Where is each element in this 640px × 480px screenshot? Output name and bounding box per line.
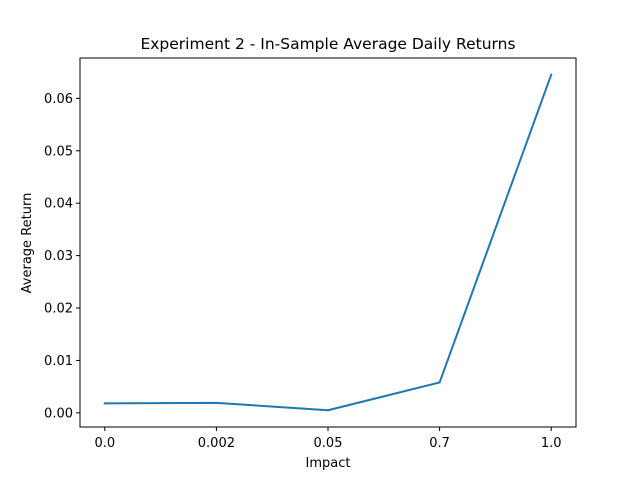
y-tick-label: 0.05 bbox=[44, 144, 73, 159]
data-point bbox=[103, 402, 106, 405]
data-point bbox=[550, 73, 553, 76]
y-axis: 0.00 0.01 0.02 0.03 0.04 0.05 0.06 bbox=[44, 92, 80, 421]
y-tick-label: 0.06 bbox=[44, 92, 73, 107]
data-point bbox=[215, 401, 218, 404]
x-tick-label: 0.0 bbox=[94, 436, 115, 451]
data-point bbox=[438, 381, 441, 384]
y-axis-title: Average Return bbox=[20, 193, 35, 294]
y-tick-label: 0.01 bbox=[44, 354, 73, 369]
y-tick-label: 0.00 bbox=[44, 406, 73, 421]
y-tick-label: 0.04 bbox=[44, 197, 73, 212]
y-tick-label: 0.02 bbox=[44, 302, 73, 317]
chart-title: Experiment 2 - In-Sample Average Daily R… bbox=[140, 35, 515, 53]
x-tick-label: 0.7 bbox=[429, 436, 450, 451]
series-layer bbox=[103, 73, 553, 412]
x-tick-label: 0.002 bbox=[198, 436, 235, 451]
x-tick-label: 1.0 bbox=[541, 436, 562, 451]
x-tick-label: 0.05 bbox=[314, 436, 343, 451]
x-axis: 0.0 0.002 0.05 0.7 1.0 bbox=[94, 427, 562, 451]
data-point bbox=[327, 409, 329, 412]
x-axis-title: Impact bbox=[306, 456, 351, 471]
y-tick-label: 0.03 bbox=[44, 249, 73, 264]
